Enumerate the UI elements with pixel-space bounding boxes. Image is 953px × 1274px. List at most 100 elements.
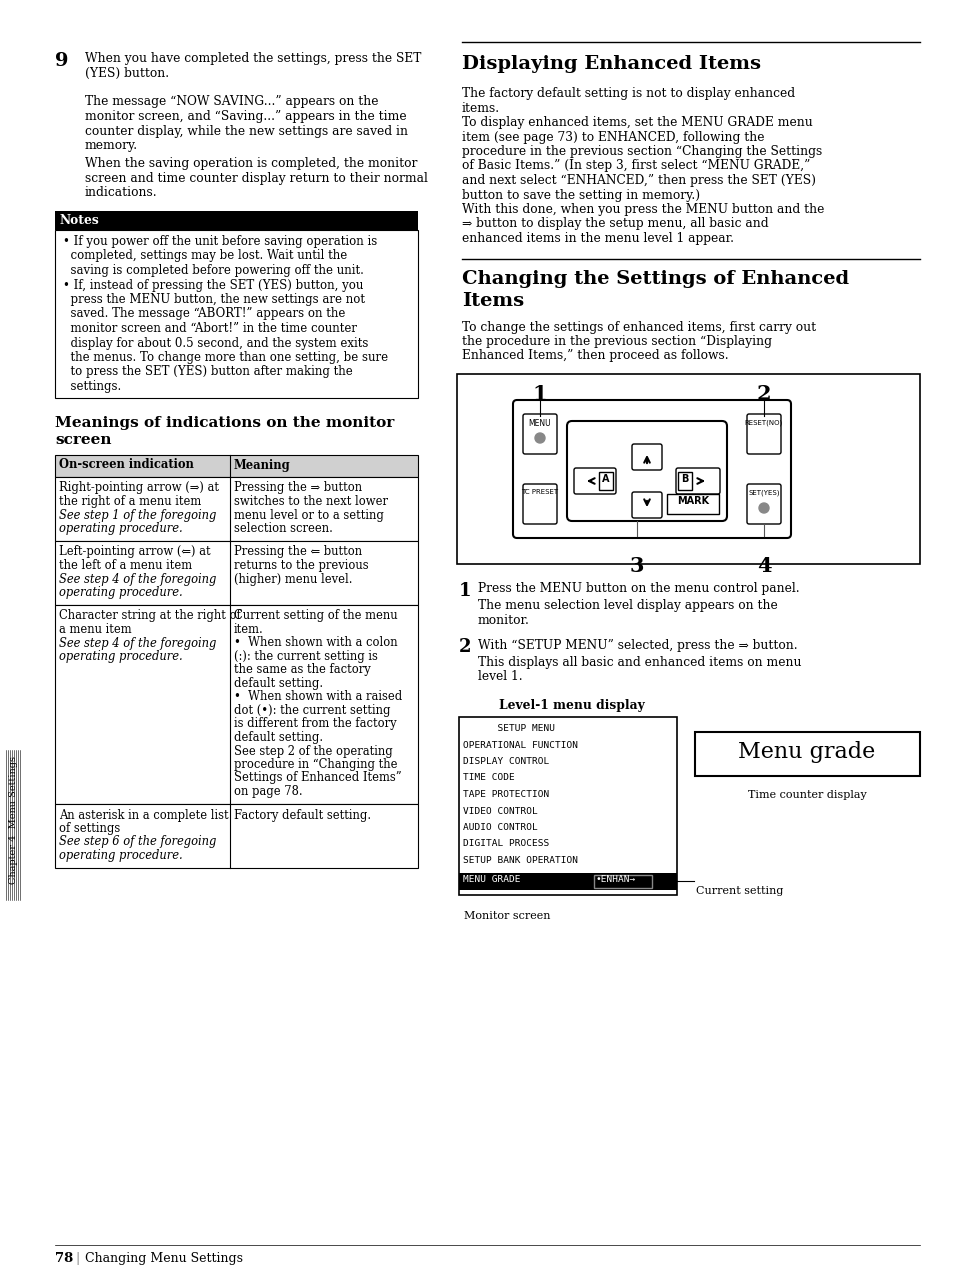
Text: selection screen.: selection screen. xyxy=(233,522,333,535)
Text: When you have completed the settings, press the SET: When you have completed the settings, pr… xyxy=(85,52,421,65)
Text: See step 1 of the foregoing: See step 1 of the foregoing xyxy=(59,508,216,521)
Bar xyxy=(55,231,417,397)
Text: • If you power off the unit before saving operation is: • If you power off the unit before savin… xyxy=(63,234,376,248)
Text: See step 2 of the operating: See step 2 of the operating xyxy=(233,744,393,758)
Text: Changing Menu Settings: Changing Menu Settings xyxy=(85,1252,243,1265)
Text: AUDIO CONTROL: AUDIO CONTROL xyxy=(462,823,537,832)
Text: 1: 1 xyxy=(532,383,547,404)
Text: MARK: MARK xyxy=(677,496,708,506)
Text: default setting.: default setting. xyxy=(233,731,323,744)
Text: button to save the setting in memory.): button to save the setting in memory.) xyxy=(461,189,700,201)
Text: 78: 78 xyxy=(55,1252,73,1265)
Text: Items: Items xyxy=(461,293,523,311)
Text: DISPLAY CONTROL: DISPLAY CONTROL xyxy=(462,757,549,766)
Circle shape xyxy=(759,503,768,513)
Text: the right of a menu item: the right of a menu item xyxy=(59,496,201,508)
Text: With this done, when you press the MENU button and the: With this done, when you press the MENU … xyxy=(461,203,823,217)
Text: Notes: Notes xyxy=(60,214,100,227)
Text: Right-pointing arrow (⇒) at: Right-pointing arrow (⇒) at xyxy=(59,482,219,494)
Bar xyxy=(55,804,417,868)
Text: The menu selection level display appears on the: The menu selection level display appears… xyxy=(477,600,777,613)
Text: Displaying Enhanced Items: Displaying Enhanced Items xyxy=(461,55,760,73)
Text: Meaning: Meaning xyxy=(233,459,291,471)
Text: of Basic Items.” (In step 3, first select “MENU GRADE,”: of Basic Items.” (In step 3, first selec… xyxy=(461,159,809,172)
Text: monitor.: monitor. xyxy=(477,614,529,627)
Text: press the MENU button, the new settings are not: press the MENU button, the new settings … xyxy=(63,293,365,306)
Text: Time counter display: Time counter display xyxy=(747,790,865,800)
Text: display for about 0.5 second, and the system exits: display for about 0.5 second, and the sy… xyxy=(63,336,368,349)
Text: the procedure in the previous section “Displaying: the procedure in the previous section “D… xyxy=(461,335,771,348)
FancyBboxPatch shape xyxy=(566,420,726,521)
Text: To change the settings of enhanced items, first carry out: To change the settings of enhanced items… xyxy=(461,321,815,334)
Text: and next select “ENHANCED,” then press the SET (YES): and next select “ENHANCED,” then press t… xyxy=(461,175,815,187)
Text: 3: 3 xyxy=(629,555,643,576)
Text: To display enhanced items, set the MENU GRADE menu: To display enhanced items, set the MENU … xyxy=(461,116,812,129)
Text: B: B xyxy=(680,474,688,484)
Text: enhanced items in the menu level 1 appear.: enhanced items in the menu level 1 appea… xyxy=(461,232,733,245)
Bar xyxy=(55,476,417,540)
FancyBboxPatch shape xyxy=(513,400,790,538)
Text: item.: item. xyxy=(233,623,263,636)
Text: on page 78.: on page 78. xyxy=(233,785,302,798)
Bar xyxy=(458,717,677,896)
Text: ⇒ button to display the setup menu, all basic and: ⇒ button to display the setup menu, all … xyxy=(461,218,768,231)
FancyBboxPatch shape xyxy=(522,414,557,454)
Text: A: A xyxy=(601,474,609,484)
Text: The factory default setting is not to display enhanced: The factory default setting is not to di… xyxy=(461,87,794,99)
Text: With “SETUP MENU” selected, press the ⇒ button.: With “SETUP MENU” selected, press the ⇒ … xyxy=(477,638,797,651)
FancyBboxPatch shape xyxy=(631,492,661,519)
Text: memory.: memory. xyxy=(85,139,138,152)
Text: of settings: of settings xyxy=(59,822,120,834)
Text: • If, instead of pressing the SET (YES) button, you: • If, instead of pressing the SET (YES) … xyxy=(63,279,363,292)
Text: counter display, while the new settings are saved in: counter display, while the new settings … xyxy=(85,125,408,138)
Text: SETUP BANK OPERATION: SETUP BANK OPERATION xyxy=(462,856,578,865)
Text: Current setting of the menu: Current setting of the menu xyxy=(233,609,397,623)
Text: saving is completed before powering off the unit.: saving is completed before powering off … xyxy=(63,264,363,276)
Text: procedure in the previous section “Changing the Settings: procedure in the previous section “Chang… xyxy=(461,145,821,158)
Text: Changing the Settings of Enhanced: Changing the Settings of Enhanced xyxy=(461,270,848,288)
Text: SET(YES): SET(YES) xyxy=(747,489,779,496)
Text: to press the SET (YES) button after making the: to press the SET (YES) button after maki… xyxy=(63,366,353,378)
Text: Pressing the ⇐ button: Pressing the ⇐ button xyxy=(233,545,362,558)
Text: TC PRESET: TC PRESET xyxy=(521,489,558,496)
Text: (YES) button.: (YES) button. xyxy=(85,66,169,79)
Text: The message “NOW SAVING...” appears on the: The message “NOW SAVING...” appears on t… xyxy=(85,96,378,108)
Text: the menus. To change more than one setting, be sure: the menus. To change more than one setti… xyxy=(63,352,388,364)
Text: MENU GRADE: MENU GRADE xyxy=(462,874,520,883)
Text: item (see page 73) to ENHANCED, following the: item (see page 73) to ENHANCED, followin… xyxy=(461,130,763,144)
Text: dot (•): the current setting: dot (•): the current setting xyxy=(233,705,390,717)
Text: monitor screen and “Abort!” in the time counter: monitor screen and “Abort!” in the time … xyxy=(63,322,356,335)
Text: returns to the previous: returns to the previous xyxy=(233,559,368,572)
Bar xyxy=(55,540,417,604)
Text: completed, settings may be lost. Wait until the: completed, settings may be lost. Wait un… xyxy=(63,250,347,262)
Text: screen and time counter display return to their normal: screen and time counter display return t… xyxy=(85,172,428,185)
Text: SETUP MENU: SETUP MENU xyxy=(462,724,555,733)
Text: monitor screen, and “Saving...” appears in the time: monitor screen, and “Saving...” appears … xyxy=(85,110,406,124)
Text: the left of a menu item: the left of a menu item xyxy=(59,559,192,572)
Text: TAPE PROTECTION: TAPE PROTECTION xyxy=(462,790,549,799)
Text: VIDEO CONTROL: VIDEO CONTROL xyxy=(462,806,537,815)
Text: Pressing the ⇒ button: Pressing the ⇒ button xyxy=(233,482,362,494)
Text: operating procedure.: operating procedure. xyxy=(59,586,182,599)
Text: switches to the next lower: switches to the next lower xyxy=(233,496,388,508)
FancyBboxPatch shape xyxy=(522,484,557,524)
Text: Press the MENU button on the menu control panel.: Press the MENU button on the menu contro… xyxy=(477,582,799,595)
Text: operating procedure.: operating procedure. xyxy=(59,848,182,862)
FancyBboxPatch shape xyxy=(746,484,781,524)
Text: See step 4 of the foregoing: See step 4 of the foregoing xyxy=(59,637,216,650)
Text: Left-pointing arrow (⇐) at: Left-pointing arrow (⇐) at xyxy=(59,545,211,558)
Bar xyxy=(695,733,919,776)
Text: See step 4 of the foregoing: See step 4 of the foregoing xyxy=(59,572,216,586)
Text: indications.: indications. xyxy=(85,186,157,200)
Text: An asterisk in a complete list: An asterisk in a complete list xyxy=(59,809,229,822)
Text: Meanings of indications on the monitor: Meanings of indications on the monitor xyxy=(55,415,394,429)
Text: operating procedure.: operating procedure. xyxy=(59,522,182,535)
Text: |: | xyxy=(75,1252,79,1265)
Text: 4: 4 xyxy=(756,555,771,576)
Bar xyxy=(55,604,417,804)
Text: See step 6 of the foregoing: See step 6 of the foregoing xyxy=(59,836,216,848)
Text: •ENHAN→: •ENHAN→ xyxy=(596,874,636,883)
Text: operating procedure.: operating procedure. xyxy=(59,650,182,662)
Text: This displays all basic and enhanced items on menu: This displays all basic and enhanced ite… xyxy=(477,656,801,669)
Text: Factory default setting.: Factory default setting. xyxy=(233,809,371,822)
